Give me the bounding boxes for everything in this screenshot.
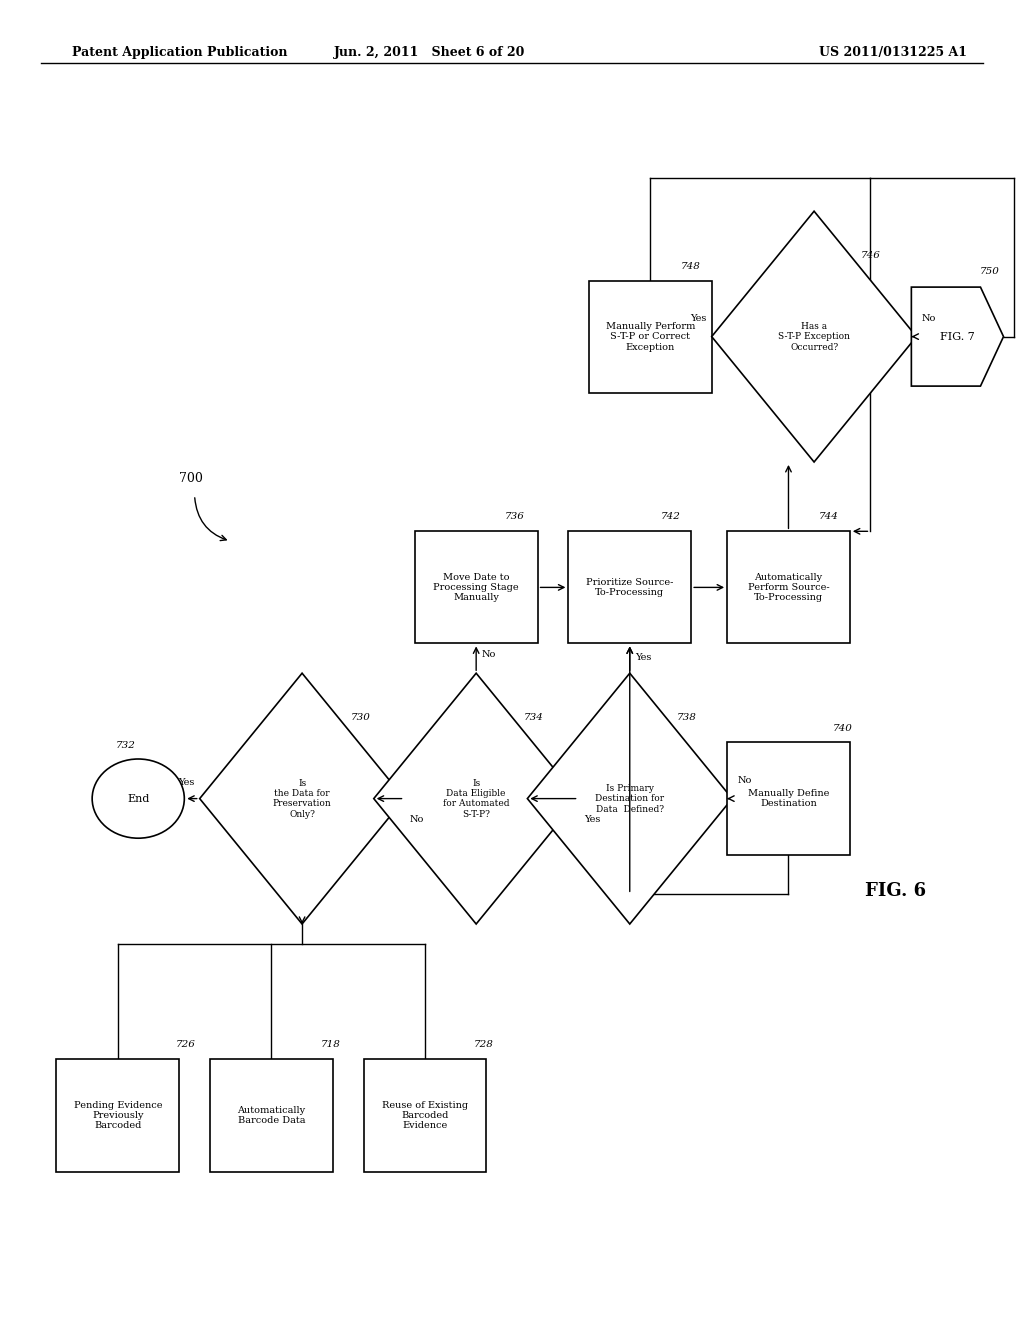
Text: 734: 734 (523, 713, 543, 722)
Text: 736: 736 (505, 512, 524, 521)
Text: No: No (481, 651, 496, 660)
Bar (364, 1059, 486, 1172)
Text: 732: 732 (116, 741, 135, 750)
Text: Yes: Yes (690, 314, 707, 323)
Text: Is
the Data for
Preservation
Only?: Is the Data for Preservation Only? (272, 779, 332, 818)
Text: FIG. 6: FIG. 6 (865, 882, 927, 900)
Ellipse shape (92, 759, 184, 838)
Bar (210, 1059, 333, 1172)
Text: Is
Data Eligible
for Automated
S-T-P?: Is Data Eligible for Automated S-T-P? (443, 779, 509, 818)
Text: 748: 748 (681, 261, 700, 271)
Text: 746: 746 (861, 251, 881, 260)
Text: Manually Define
Destination: Manually Define Destination (748, 789, 829, 808)
Text: Yes: Yes (635, 653, 651, 663)
Text: 750: 750 (980, 267, 999, 276)
Text: Automatically
Barcode Data: Automatically Barcode Data (238, 1106, 305, 1125)
Bar (727, 742, 850, 855)
Text: 728: 728 (474, 1040, 494, 1049)
Text: Patent Application Publication: Patent Application Publication (72, 46, 287, 59)
Text: 726: 726 (176, 1040, 196, 1049)
Polygon shape (200, 673, 404, 924)
Text: Move Date to
Processing Stage
Manually: Move Date to Processing Stage Manually (433, 573, 519, 602)
Bar (56, 1059, 179, 1172)
Text: 718: 718 (321, 1040, 340, 1049)
Text: No: No (922, 314, 936, 323)
Text: Pending Evidence
Previously
Barcoded: Pending Evidence Previously Barcoded (74, 1101, 162, 1130)
Text: 730: 730 (351, 713, 371, 722)
Text: 744: 744 (819, 512, 839, 521)
Polygon shape (374, 673, 579, 924)
Bar (589, 281, 712, 393)
Text: US 2011/0131225 A1: US 2011/0131225 A1 (819, 46, 968, 59)
Text: No: No (410, 816, 424, 825)
Polygon shape (527, 673, 732, 924)
Bar (415, 531, 538, 643)
Text: Reuse of Existing
Barcoded
Evidence: Reuse of Existing Barcoded Evidence (382, 1101, 468, 1130)
Text: 742: 742 (660, 512, 680, 521)
Text: Prioritize Source-
To-Processing: Prioritize Source- To-Processing (586, 578, 674, 597)
Text: Has a
S-T-P Exception
Occurred?: Has a S-T-P Exception Occurred? (778, 322, 850, 351)
Bar (568, 531, 691, 643)
Bar (727, 531, 850, 643)
Text: Yes: Yes (178, 779, 195, 788)
Text: Jun. 2, 2011   Sheet 6 of 20: Jun. 2, 2011 Sheet 6 of 20 (335, 46, 525, 59)
Text: 700: 700 (179, 471, 203, 484)
Text: Automatically
Perform Source-
To-Processing: Automatically Perform Source- To-Process… (748, 573, 829, 602)
Text: 740: 740 (833, 723, 852, 733)
Text: No: No (737, 776, 752, 785)
Text: Yes: Yes (584, 816, 600, 825)
Text: Is Primary
Destination for
Data  Defined?: Is Primary Destination for Data Defined? (595, 784, 665, 813)
Text: End: End (127, 793, 150, 804)
Text: 738: 738 (677, 713, 696, 722)
Polygon shape (712, 211, 916, 462)
Polygon shape (911, 288, 1004, 385)
Text: Manually Perform
S-T-P or Correct
Exception: Manually Perform S-T-P or Correct Except… (605, 322, 695, 351)
Text: FIG. 7: FIG. 7 (940, 331, 975, 342)
